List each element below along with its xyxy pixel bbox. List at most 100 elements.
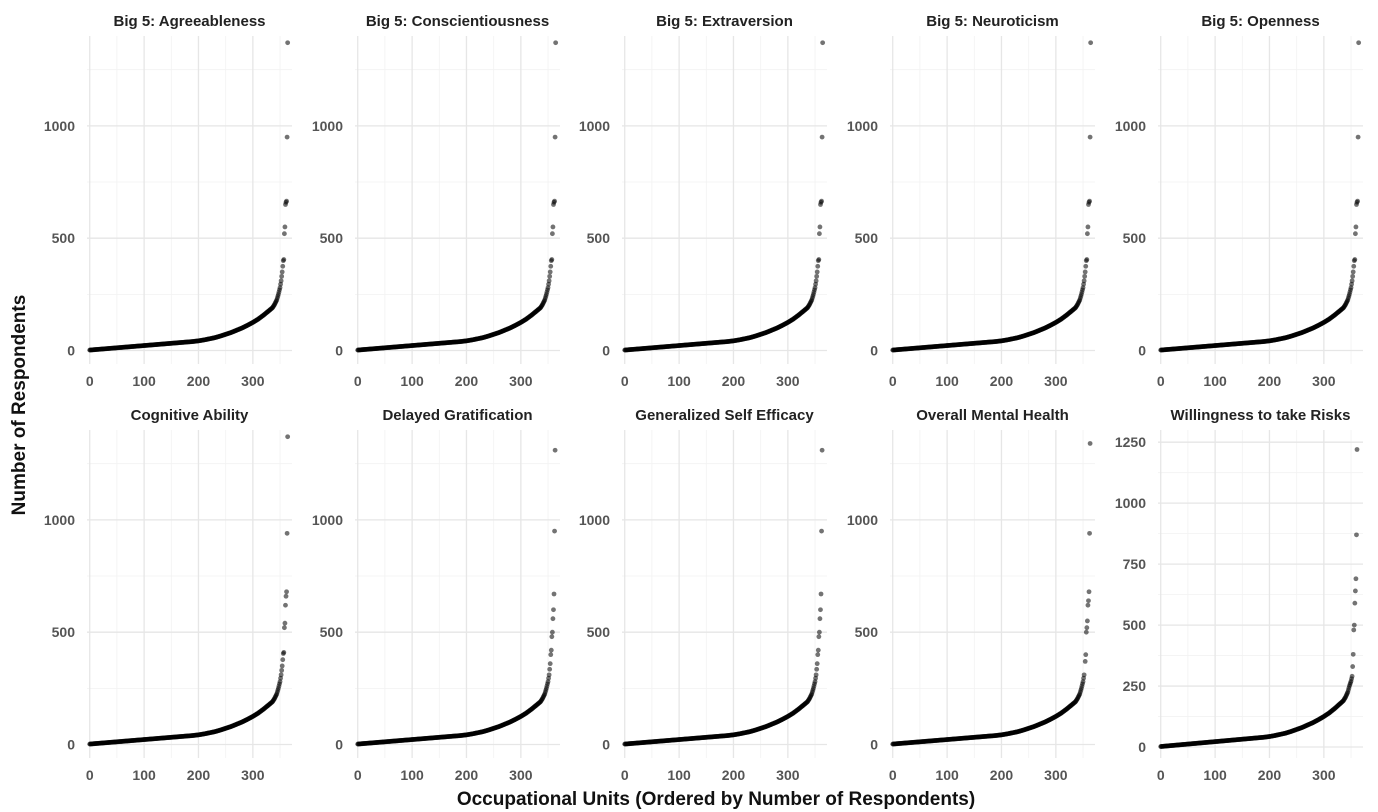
panel-title: Generalized Self Efficacy xyxy=(635,407,814,424)
data-point xyxy=(1082,658,1088,664)
facet-panel: Big 5: Neuroticism 0 100 200 300 0 500 1000 xyxy=(847,13,1095,389)
data-point xyxy=(547,269,553,275)
x-tick-label: 300 xyxy=(509,373,533,389)
data-point xyxy=(1086,598,1091,604)
y-tick-label: 1000 xyxy=(44,118,75,134)
data-point xyxy=(819,134,825,140)
panel-title: Big 5: Conscientiousness xyxy=(366,13,549,30)
data-point xyxy=(552,447,558,453)
data-point xyxy=(815,652,821,658)
data-point xyxy=(1352,231,1358,237)
data-point xyxy=(1350,664,1356,669)
data-point xyxy=(548,263,554,269)
data-point xyxy=(285,40,291,46)
data-point xyxy=(284,530,290,536)
data-point xyxy=(818,591,824,597)
data-point xyxy=(1083,652,1089,658)
data-point xyxy=(549,231,555,237)
data-point xyxy=(284,589,289,595)
data-point xyxy=(816,231,822,237)
data-point xyxy=(1081,672,1087,678)
x-tick-label: 100 xyxy=(667,767,691,783)
panel-title: Big 5: Agreeableness xyxy=(114,13,266,30)
x-tick-label: 300 xyxy=(1044,767,1068,783)
data-point xyxy=(816,629,822,635)
data-point xyxy=(281,231,287,237)
data-point xyxy=(1084,231,1090,237)
x-tick-label: 200 xyxy=(1258,767,1282,783)
data-point xyxy=(1087,134,1093,140)
data-point xyxy=(281,257,287,262)
x-tick-label: 300 xyxy=(1044,373,1068,389)
data-point xyxy=(1085,602,1091,608)
data-point xyxy=(551,607,556,613)
data-point xyxy=(548,647,554,653)
x-tick-label: 100 xyxy=(935,373,959,389)
data-point xyxy=(280,263,286,269)
data-point xyxy=(1350,651,1356,657)
facet-panel: Willingness to take Risks 0 100 200 300 0 250 5… xyxy=(1115,407,1363,783)
data-point xyxy=(1355,198,1360,204)
data-point xyxy=(281,625,287,631)
y-tick-label: 250 xyxy=(1123,678,1147,694)
data-point xyxy=(1354,532,1359,538)
panel-title: Big 5: Neuroticism xyxy=(926,13,1059,30)
data-point xyxy=(818,607,823,613)
data-point xyxy=(279,273,285,279)
y-tick-label: 1000 xyxy=(44,512,75,528)
x-tick-label: 100 xyxy=(1203,373,1227,389)
y-tick-label: 500 xyxy=(855,230,879,246)
data-point xyxy=(282,620,288,626)
data-point xyxy=(550,616,556,622)
y-tick-label: 1000 xyxy=(579,512,610,528)
data-point xyxy=(819,198,824,204)
facet-panel: Cognitive Ability 0 100 200 300 0 500 1000 xyxy=(44,407,292,783)
data-point xyxy=(1085,224,1091,230)
x-tick-label: 0 xyxy=(621,767,629,783)
data-point xyxy=(281,650,287,655)
x-tick-label: 300 xyxy=(241,767,265,783)
data-point xyxy=(1083,263,1089,269)
data-point xyxy=(814,273,820,279)
data-point xyxy=(546,672,552,678)
data-point xyxy=(1082,269,1088,275)
data-point xyxy=(814,666,820,672)
data-point xyxy=(1086,589,1092,595)
x-tick-label: 300 xyxy=(776,373,800,389)
x-tick-label: 300 xyxy=(776,767,800,783)
x-tick-label: 200 xyxy=(455,373,479,389)
data-point xyxy=(1082,273,1088,279)
x-tick-label: 0 xyxy=(621,373,629,389)
data-point xyxy=(1084,625,1090,631)
x-tick-label: 300 xyxy=(509,767,533,783)
data-point xyxy=(285,434,291,440)
data-point xyxy=(552,528,557,534)
data-point xyxy=(1088,40,1094,46)
data-point xyxy=(1351,263,1357,269)
x-tick-label: 100 xyxy=(400,767,424,783)
data-point xyxy=(1353,224,1359,230)
x-tick-label: 200 xyxy=(1258,373,1282,389)
y-tick-label: 0 xyxy=(870,737,878,753)
data-point xyxy=(284,198,289,204)
y-tick-label: 1000 xyxy=(847,118,878,134)
data-point xyxy=(1083,629,1089,635)
data-point xyxy=(552,198,557,204)
y-tick-label: 500 xyxy=(1123,230,1147,246)
y-tick-label: 1000 xyxy=(847,512,878,528)
x-tick-label: 100 xyxy=(1203,767,1227,783)
data-point xyxy=(283,593,289,599)
y-tick-label: 1000 xyxy=(1115,118,1146,134)
data-point xyxy=(279,269,285,275)
data-point xyxy=(278,672,284,678)
x-tick-label: 0 xyxy=(1157,767,1165,783)
data-point xyxy=(547,273,553,279)
data-point xyxy=(1349,278,1355,284)
x-tick-label: 300 xyxy=(1312,767,1336,783)
y-tick-label: 500 xyxy=(1123,617,1147,633)
facet-panel: Big 5: Agreeableness 0 100 200 300 0 500 1000 xyxy=(44,13,292,389)
data-point xyxy=(815,647,821,653)
y-tick-label: 0 xyxy=(335,737,343,753)
data-point xyxy=(549,629,555,635)
